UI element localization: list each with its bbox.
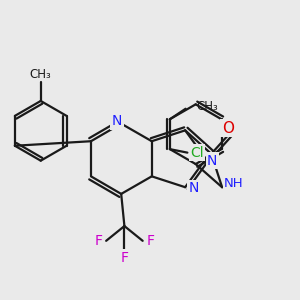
- Text: CH₃: CH₃: [196, 100, 218, 113]
- Text: F: F: [120, 251, 128, 265]
- Text: CH₃: CH₃: [30, 68, 52, 81]
- Text: N: N: [207, 154, 217, 167]
- Text: Cl: Cl: [190, 146, 204, 160]
- Text: NH: NH: [224, 177, 244, 190]
- Text: N: N: [189, 181, 199, 195]
- Text: F: F: [146, 234, 154, 248]
- Text: O: O: [222, 121, 234, 136]
- Text: F: F: [94, 234, 102, 248]
- Text: N: N: [112, 114, 122, 128]
